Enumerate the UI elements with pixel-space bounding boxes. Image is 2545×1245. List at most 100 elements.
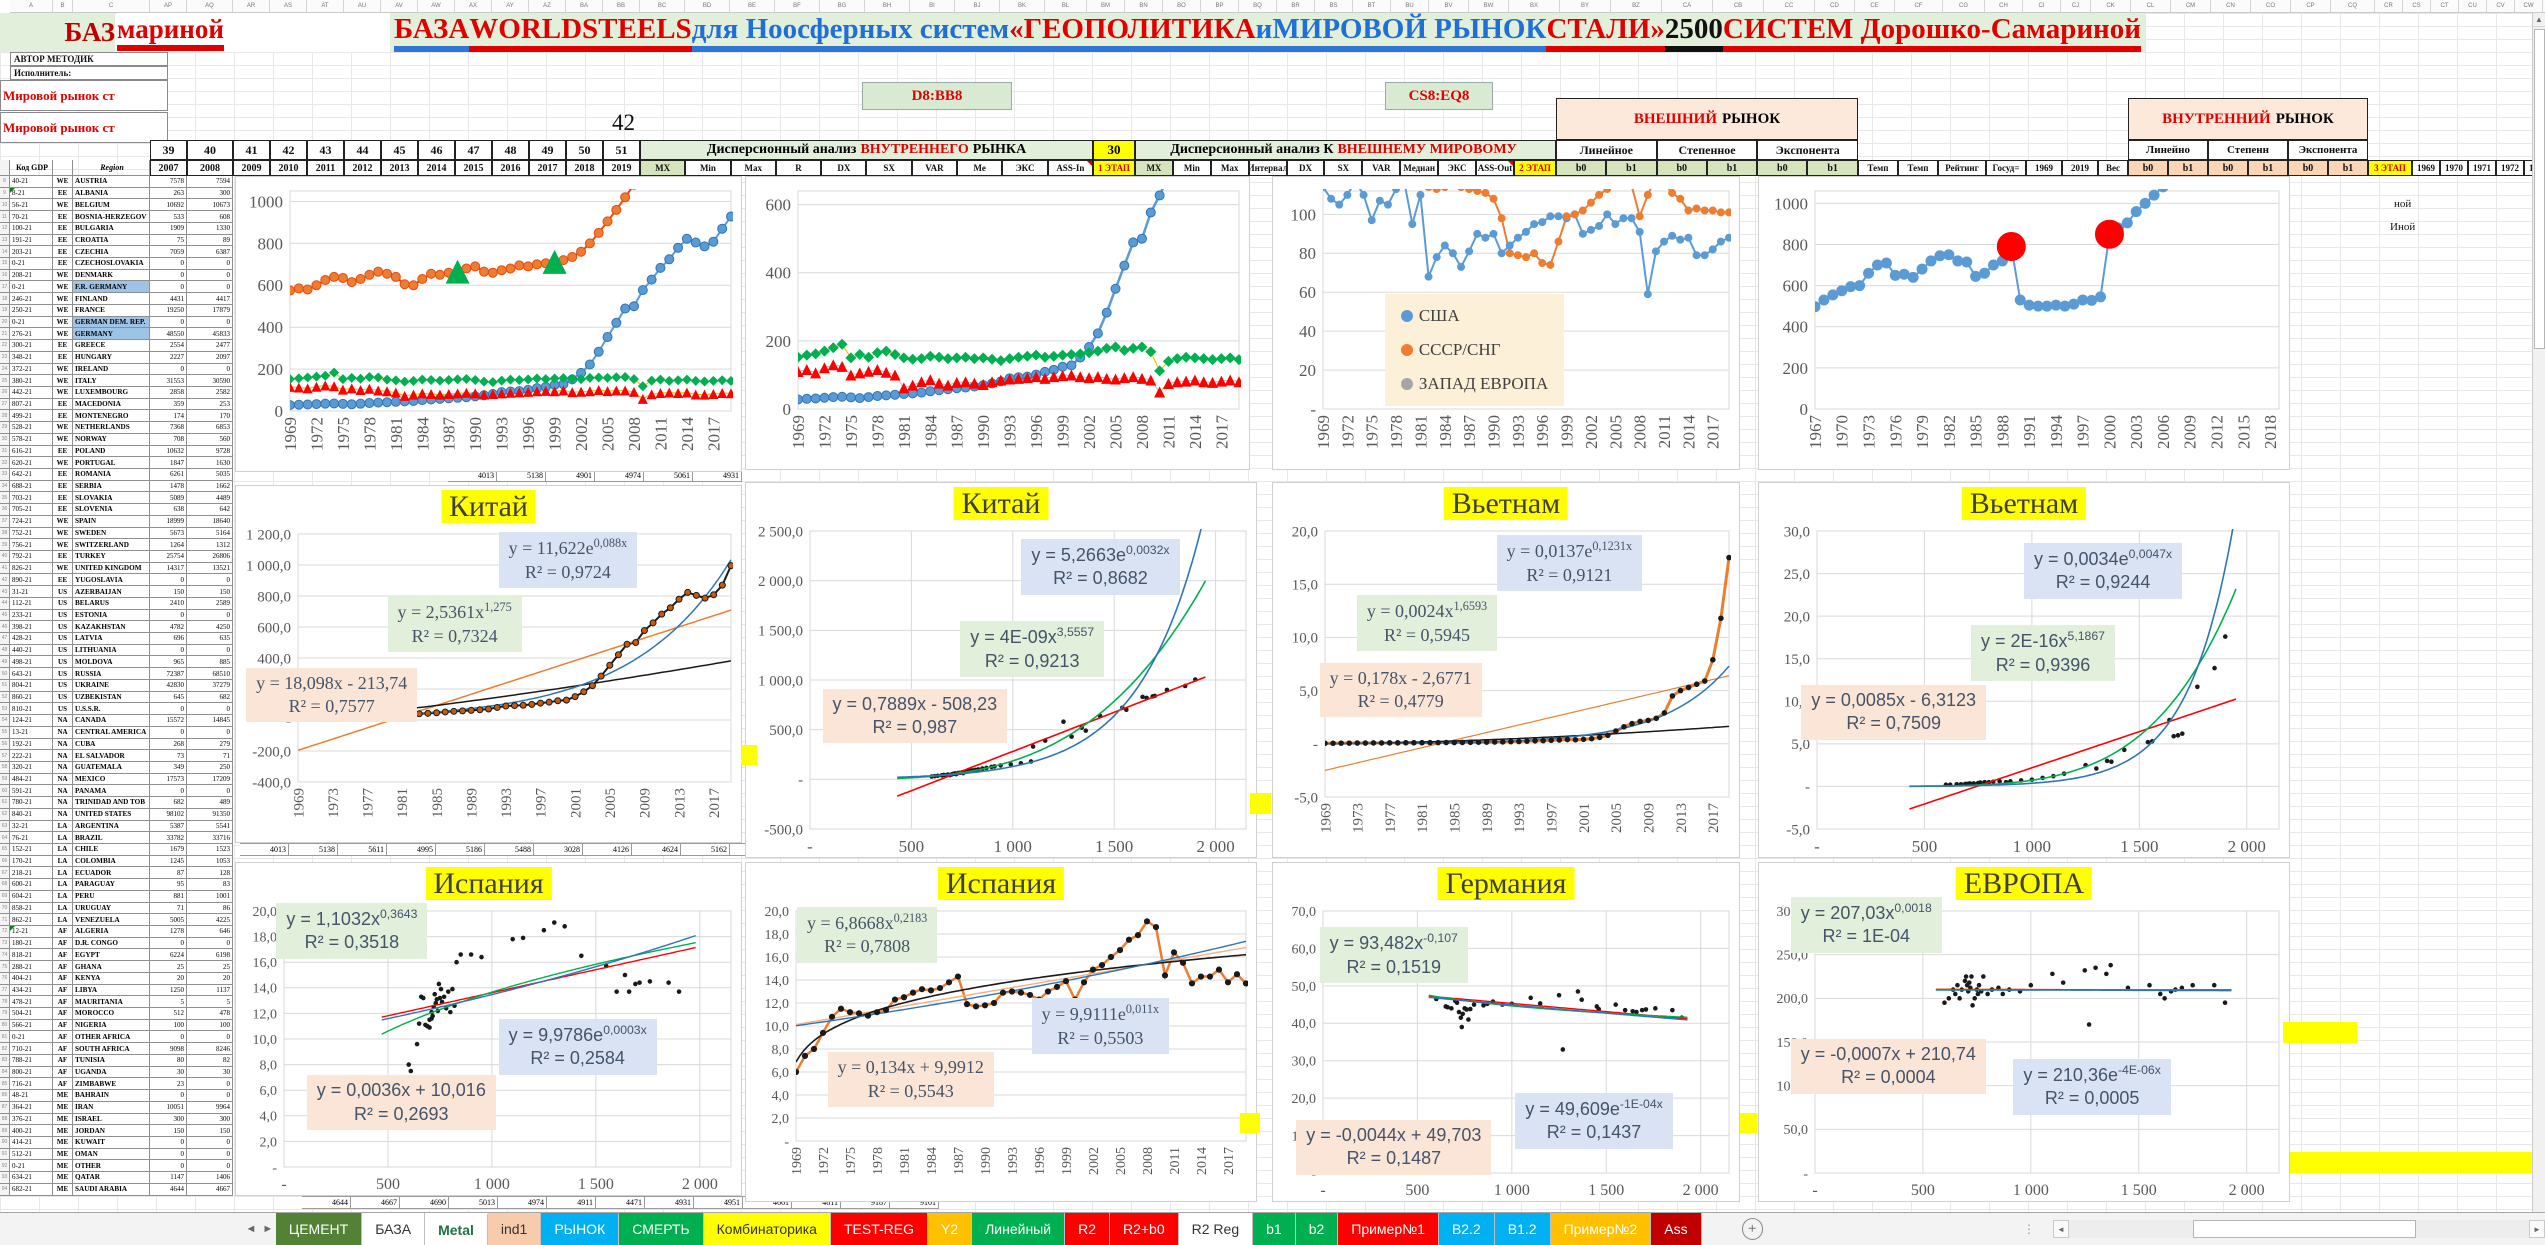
stat-cell[interactable]: SX <box>866 160 912 176</box>
table-row[interactable]: 74 818-21 AF EGYPT 6224 6198 <box>0 949 233 962</box>
table-row[interactable]: 38 752-21 WE SWEDEN 5673 5164 <box>0 527 233 540</box>
column-header[interactable]: CW <box>2515 0 2543 13</box>
counter-cell[interactable]: 46 <box>418 140 455 160</box>
b-cell[interactable]: b1 <box>1706 160 1758 176</box>
column-header[interactable]: BS <box>1315 0 1353 13</box>
column-header[interactable]: BV <box>1429 0 1469 13</box>
table-row[interactable]: 44 112-21 US BELARUS 2410 2589 <box>0 597 233 610</box>
table-row[interactable]: 92 0-21 ME OTHER 0 0 <box>0 1160 233 1173</box>
stage3-cell[interactable]: 3 ЭТАП <box>2368 160 2412 176</box>
table-row[interactable]: 58 320-21 NA GUATEMALA 349 250 <box>0 761 233 774</box>
column-header[interactable]: BG <box>820 0 865 13</box>
stat-cell[interactable]: MX <box>1135 160 1173 176</box>
b-cell[interactable]: b0 <box>1656 160 1707 176</box>
world-market-label-2[interactable]: Мировой рынок ст <box>0 112 168 143</box>
mid-cell[interactable]: Темп <box>1858 160 1898 176</box>
column-header[interactable]: A <box>10 0 53 13</box>
table-row[interactable]: 90 414-21 ME KUWAIT 0 0 <box>0 1136 233 1149</box>
sheet-tab-рынок[interactable]: РЫНОК <box>541 1213 620 1245</box>
sheet-tab-b1[interactable]: b1 <box>1253 1213 1296 1245</box>
stage2-cell[interactable]: 2 ЭТАП <box>1514 160 1556 176</box>
column-header[interactable]: AR <box>233 0 270 13</box>
stat-cell[interactable]: ЭКС <box>1002 160 1048 176</box>
column-header[interactable]: CP <box>2291 0 2331 13</box>
sheet-tab-b2-2[interactable]: B2.2 <box>1438 1213 1495 1245</box>
table-row[interactable]: 57 222-21 NA EL SALVADOR 73 71 <box>0 750 233 762</box>
sheet-tab-r2-reg[interactable]: R2 Reg <box>1178 1213 1254 1245</box>
column-header[interactable]: CS <box>2403 0 2431 13</box>
column-header[interactable]: CU <box>2459 0 2487 13</box>
b-cell[interactable]: b1 <box>1807 160 1858 176</box>
column-header[interactable]: AZ <box>529 0 566 13</box>
column-header[interactable]: CD <box>1815 0 1855 13</box>
column-header[interactable]: BF <box>775 0 820 13</box>
counter-cell[interactable]: 51 <box>603 140 640 160</box>
column-header[interactable]: CC <box>1764 0 1815 13</box>
fit-header-cell[interactable]: Экспонента <box>1757 140 1859 160</box>
fit-header-cell[interactable]: Линейное <box>1556 140 1657 160</box>
column-header[interactable]: CH <box>1985 0 2023 13</box>
column-header[interactable]: CX <box>2543 0 2545 13</box>
sheet-tab-r2[interactable]: R2 <box>1065 1213 1110 1245</box>
mid-cell[interactable]: 1969 <box>2026 160 2062 176</box>
year-cell[interactable]: 2007 <box>150 160 187 176</box>
counter-cell[interactable]: 44 <box>344 140 381 160</box>
column-header[interactable]: BQ <box>1239 0 1277 13</box>
cell-42[interactable]: 42 <box>612 110 635 135</box>
vertical-scrollbar[interactable]: ▲ <box>2532 13 2545 1212</box>
table-row[interactable]: 72 12-21 AF ALGERIA 1278 646 <box>0 926 233 938</box>
fit-header-cell[interactable]: Степенн <box>2208 140 2288 160</box>
fit-header-cell[interactable]: Экспонента <box>2288 140 2368 160</box>
table-row[interactable]: 89 400-21 ME JORDAN 150 150 <box>0 1125 233 1137</box>
year-cell[interactable]: 2012 <box>344 160 381 176</box>
table-row[interactable]: 42 890-21 EE YUGOSLAVIA 0 0 <box>0 574 233 587</box>
table-row[interactable]: 29 528-21 WE NETHERLANDS 7368 6853 <box>0 422 233 434</box>
table-row[interactable]: 28 499-21 EE MONTENEGRO 174 170 <box>0 410 233 423</box>
column-header[interactable]: CR <box>2375 0 2403 13</box>
year-cell[interactable]: 2009 <box>233 160 270 176</box>
table-row[interactable]: 85 716-21 AF ZIMBABWE 23 0 <box>0 1078 233 1091</box>
column-header[interactable]: AU <box>344 0 381 13</box>
table-row[interactable]: 93 634-21 ME QATAR 1147 1406 <box>0 1172 233 1184</box>
range-cell-cs8[interactable]: CS8:EQ8 <box>1385 82 1493 110</box>
yellow-cell-1[interactable] <box>741 745 757 765</box>
chart-germany-gdp-regression[interactable]: Германия70,060,050,040,030,020,010,0--50… <box>1272 862 1740 1202</box>
chart-china-gdp-regression[interactable]: Китай 2 500,0 2 000,0 1 500,0 1 000,0 500,0- -… <box>745 482 1257 858</box>
table-row[interactable]: 39 756-21 WE SWITZERLAND 1264 1312 <box>0 539 233 551</box>
counter-cell[interactable]: 45 <box>381 140 418 160</box>
column-header[interactable]: BA <box>566 0 603 13</box>
column-header[interactable]: CT <box>2431 0 2459 13</box>
sheet-tab-ass[interactable]: Ass <box>1651 1213 1702 1245</box>
tabbar-splitter[interactable]: ⋮ <box>2023 1221 2035 1236</box>
table-row[interactable]: 8 40-21 WE AUSTRIA 7578 7594 <box>0 176 233 188</box>
table-row[interactable]: 30 578-21 WE NORWAY 708 560 <box>0 433 233 446</box>
column-header[interactable]: BJ <box>955 0 1000 13</box>
table-row[interactable]: 65 152-21 LA CHILE 1679 1523 <box>0 843 233 856</box>
table-row[interactable]: 17 0-21 WE F.R. GERMANY 0 0 <box>0 281 233 294</box>
column-header[interactable]: AX <box>455 0 492 13</box>
stat-cell[interactable]: ASS-In <box>1047 160 1093 176</box>
tab-nav-right-icon[interactable]: ► <box>262 1223 274 1235</box>
table-row[interactable]: 62 840-21 NA UNITED STATES 98102 91350 <box>0 808 233 821</box>
right-year-cell[interactable]: 1969 <box>2412 160 2440 176</box>
sheet-tab-r2-b0[interactable]: R2+b0 <box>1109 1213 1179 1245</box>
table-row[interactable]: 35 703-21 EE SLOVAKIA 5089 4489 <box>0 492 233 505</box>
table-row[interactable]: 84 800-21 AF UGANDA 30 30 <box>0 1066 233 1079</box>
table-row[interactable]: 31 616-21 EE POLAND 10632 9728 <box>0 445 233 458</box>
year-cell[interactable]: 2008 <box>187 160 233 176</box>
cell-30[interactable]: 30 <box>1093 140 1135 160</box>
table-row[interactable]: 55 13-21 NA CENTRAL AMERICA 0 0 <box>0 726 233 739</box>
fit-header-cell[interactable]: Степенное <box>1656 140 1758 160</box>
table-row[interactable]: 61 780-21 NA TRINIDAD AND TOB 682 489 <box>0 797 233 809</box>
column-header[interactable]: BW <box>1469 0 1509 13</box>
counter-cell[interactable]: 47 <box>455 140 492 160</box>
counter-cell[interactable]: 41 <box>233 140 270 160</box>
right-year-cell[interactable]: 1971 <box>2468 160 2496 176</box>
stat-cell[interactable]: Max <box>730 160 776 176</box>
table-row[interactable]: 48 440-21 US LITHUANIA 0 0 <box>0 644 233 657</box>
column-header[interactable]: BM <box>1087 0 1125 13</box>
sheet-tab-b2[interactable]: b2 <box>1295 1213 1339 1245</box>
table-row[interactable]: 94 682-21 ME SAUDI ARABIA 4644 4667 <box>0 1183 233 1196</box>
column-header[interactable]: CM <box>2171 0 2211 13</box>
stat-cell[interactable]: ЭКС <box>1438 160 1477 176</box>
